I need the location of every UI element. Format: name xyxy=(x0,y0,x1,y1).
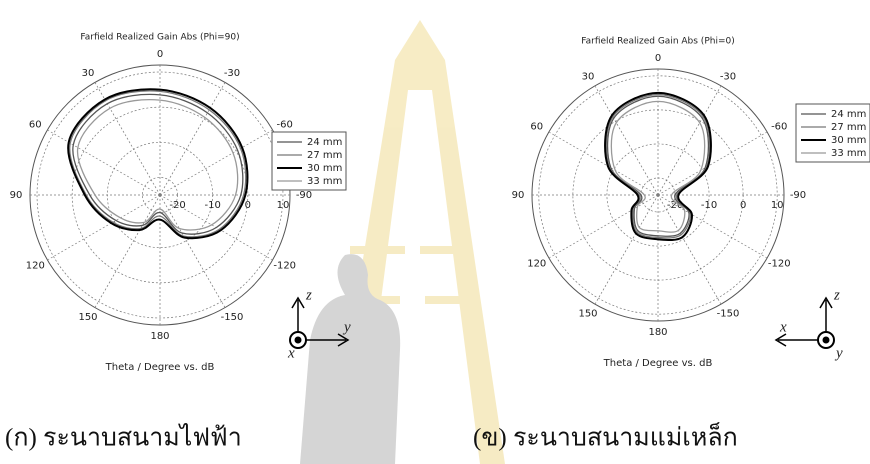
gain-curve xyxy=(67,88,249,240)
theta-tick-label: 30 xyxy=(82,68,95,79)
axis-name: y xyxy=(834,345,843,361)
axis-label: Theta / Degree vs. dB xyxy=(603,358,713,369)
caption: (ก) ระนาบสนามไฟฟ้า xyxy=(5,423,242,452)
gain-curve xyxy=(604,91,712,242)
r-tick-label: 0 xyxy=(740,200,746,211)
axis-dot xyxy=(822,336,830,344)
theta-tick-label: 180 xyxy=(648,327,667,338)
legend-label: 30 mm xyxy=(307,163,342,174)
arrow-head xyxy=(337,333,350,347)
axis-name: x xyxy=(287,345,295,361)
spoke xyxy=(657,194,768,259)
axis-name: x xyxy=(779,319,787,335)
ring xyxy=(142,177,178,213)
spoke xyxy=(594,194,659,305)
ring xyxy=(606,143,710,247)
spoke xyxy=(657,194,722,305)
gain-curve xyxy=(72,93,244,235)
spoke xyxy=(47,129,161,196)
theta-tick-label: -120 xyxy=(273,261,296,272)
spoke xyxy=(657,131,768,196)
theta-tick-label: 0 xyxy=(157,49,163,60)
theta-tick-label: 90 xyxy=(512,190,525,201)
spoke xyxy=(594,85,659,196)
axis-label: Theta / Degree vs. dB xyxy=(105,362,215,373)
gain-curve xyxy=(606,95,710,237)
r-tick-label: -10 xyxy=(701,200,717,211)
spoke xyxy=(657,85,722,196)
arrow-head xyxy=(291,296,305,309)
theta-tick-label: 30 xyxy=(582,71,595,82)
spoke xyxy=(159,129,273,196)
ring xyxy=(572,109,744,281)
ring xyxy=(36,71,284,319)
axis-name: y xyxy=(342,319,351,335)
theta-tick-label: 120 xyxy=(26,261,45,272)
ring xyxy=(538,75,778,315)
chart-title: Farfield Realized Gain Abs (Phi=90) xyxy=(80,33,239,43)
legend-label: 24 mm xyxy=(831,109,866,120)
theta-tick-label: -60 xyxy=(771,122,787,133)
r-tick-label: -20 xyxy=(667,200,683,211)
ring xyxy=(106,141,214,249)
gain-curve xyxy=(605,93,711,239)
r-tick-label: -20 xyxy=(169,200,185,211)
legend-label: 33 mm xyxy=(831,148,866,159)
theta-tick-label: -60 xyxy=(277,120,293,131)
theta-tick-label: 180 xyxy=(150,331,169,342)
legend-label: 24 mm xyxy=(307,137,342,148)
axis-name: z xyxy=(305,287,312,303)
theta-tick-label: 60 xyxy=(29,120,42,131)
spoke xyxy=(159,82,226,196)
r-tick-label: -10 xyxy=(205,200,221,211)
arrow-head xyxy=(774,333,787,347)
theta-tick-label: -90 xyxy=(296,190,312,201)
spoke xyxy=(159,194,226,308)
r-tick-label: 0 xyxy=(245,200,251,211)
legend-box xyxy=(795,103,870,163)
theta-tick-label: -120 xyxy=(768,259,791,270)
ring xyxy=(71,106,249,284)
legend-label: 30 mm xyxy=(831,135,866,146)
theta-tick-label: -150 xyxy=(717,309,740,320)
theta-tick-label: 120 xyxy=(527,259,546,270)
theta-tick-label: -30 xyxy=(720,71,736,82)
gain-curve xyxy=(69,90,247,238)
gain-curve xyxy=(76,99,239,231)
spoke xyxy=(548,194,659,259)
theta-tick-label: 60 xyxy=(530,122,543,133)
axis-dot xyxy=(294,336,302,344)
theta-tick-label: 150 xyxy=(78,312,97,323)
spoke xyxy=(47,194,161,261)
spoke xyxy=(548,131,659,196)
caption: (ข) ระนาบสนามแม่เหล็ก xyxy=(473,422,738,452)
theta-tick-label: -150 xyxy=(221,312,244,323)
legend-label: 27 mm xyxy=(307,150,342,161)
theta-tick-label: 0 xyxy=(655,53,661,64)
r-tick-label: 10 xyxy=(771,200,784,211)
watermark xyxy=(300,20,505,464)
theta-tick-label: 150 xyxy=(578,309,597,320)
legend-label: 33 mm xyxy=(307,176,342,187)
gain-curve xyxy=(610,100,706,233)
arrow-head xyxy=(819,296,833,309)
spoke xyxy=(94,194,161,308)
legend-box xyxy=(271,131,347,191)
legend-label: 27 mm xyxy=(831,122,866,133)
theta-tick-label: -90 xyxy=(790,190,806,201)
theta-tick-label: -30 xyxy=(224,68,240,79)
chart-title: Farfield Realized Gain Abs (Phi=0) xyxy=(581,37,734,47)
theta-tick-label: 90 xyxy=(10,190,23,201)
axis-name: z xyxy=(833,287,840,303)
r-tick-label: 10 xyxy=(277,200,290,211)
